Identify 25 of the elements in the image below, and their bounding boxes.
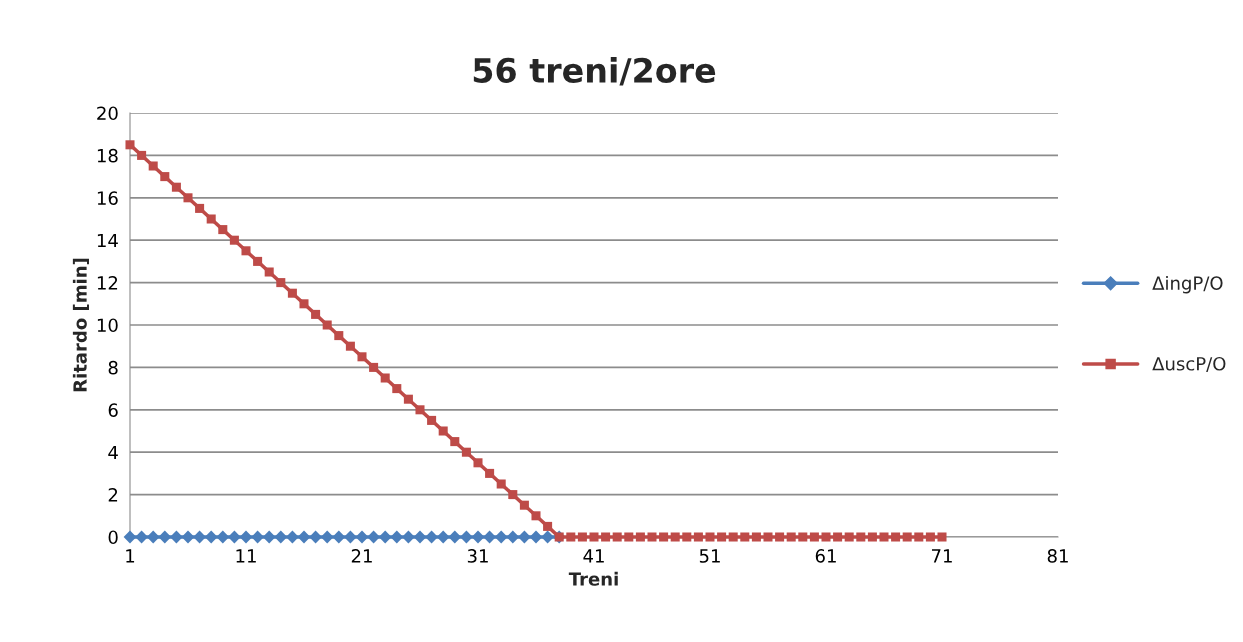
y-tick-label: 4 <box>108 445 118 460</box>
y-tick-label: 8 <box>108 360 118 375</box>
y-tick-label: 20 <box>97 106 118 121</box>
x-tick-label: 31 <box>467 549 488 563</box>
x-axis-title: Treni <box>568 571 618 586</box>
y-axis-title: Ritardo [min] <box>72 258 89 392</box>
y-tick-label: 10 <box>97 318 118 333</box>
x-tick-label: 1 <box>126 549 135 563</box>
y-tick-label: 0 <box>108 530 118 545</box>
x-tick-label: 41 <box>583 549 604 563</box>
y-tick-label: 14 <box>97 233 118 248</box>
x-tick-label: 61 <box>815 549 836 563</box>
chart-title: 56 treni/2ore <box>473 57 716 86</box>
y-tick-label: 2 <box>108 488 118 502</box>
x-tick-label: 11 <box>236 549 256 563</box>
y-tick-label: 18 <box>97 148 118 163</box>
y-tick-label: 12 <box>97 276 118 290</box>
x-tick-label: 51 <box>699 549 720 563</box>
y-tick-label: 6 <box>108 403 118 417</box>
legend-label: ΔingP/O <box>1152 275 1223 294</box>
legend-label: ΔuscP/O <box>1152 356 1226 372</box>
x-tick-label: 21 <box>351 549 372 563</box>
x-tick-label: 81 <box>1047 549 1068 563</box>
y-tick-label: 16 <box>97 191 118 205</box>
x-tick-label: 71 <box>931 549 952 563</box>
